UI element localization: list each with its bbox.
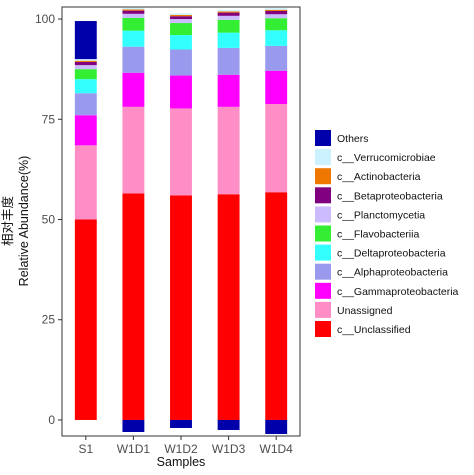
bar-s1-c-gammaproteobacteria [74, 115, 97, 146]
bar-w1d1-c-actinobacteria [122, 9, 145, 11]
legend-key-c-verrucomicrobiae [315, 149, 331, 166]
bar-w1d2-c-alphaproteobacteria [170, 49, 192, 76]
bar-w1d4-c-flavobacteriia [265, 18, 288, 31]
bar-w1d1-c-gammaproteobacteria [122, 72, 145, 107]
bars-layer [74, 7, 288, 434]
bar-w1d4-c-alphaproteobacteria [265, 45, 288, 71]
bar-s1-c-planctomycetia [74, 65, 97, 70]
bar-w1d3-c-unclassified [217, 194, 240, 420]
bar-w1d4-c-unclassified [265, 192, 288, 420]
legend: Others c__Verrucomicrobiae c__Actinobacter… [315, 130, 459, 337]
bar-w1d3-c-betaproteobacteria [217, 12, 240, 16]
bar-w1d4-unassigned [265, 104, 288, 193]
bar-w1d1-unassigned [122, 106, 145, 194]
bar-w1d1-c-planctomycetia [122, 13, 145, 18]
legend-key-c-alphaproteobacteria [315, 263, 331, 280]
bar-s1-c-betaproteobacteria [74, 61, 97, 66]
legend-key-c-actinobacteria [315, 168, 331, 185]
bar-w1d2-c-planctomycetia [170, 19, 192, 24]
bar-s1-c-alphaproteobacteria [74, 93, 97, 116]
bar-w1d1-c-alphaproteobacteria [122, 46, 145, 73]
bar-w1d3-c-alphaproteobacteria [217, 47, 240, 75]
legend-key-unassigned [315, 301, 331, 318]
legend-label-c-gammaproteobacteria: c__Gammaproteobacteria [337, 286, 459, 298]
legend-label-c-planctomycetia: c__Planctomycetia [337, 209, 425, 221]
bar-w1d2-c-gammaproteobacteria [170, 75, 192, 109]
bar-w1d1-c-deltaproteobacteria [122, 30, 145, 47]
y-axis: 0 25 50 75 100 [35, 12, 62, 427]
bar-w1d2-c-actinobacteria [170, 15, 192, 17]
y-tick-label: 100 [35, 12, 55, 26]
bar-w1d3-c-planctomycetia [217, 15, 240, 20]
x-tick-label: W1D1 [117, 442, 151, 456]
bar-w1d3-c-verrucomicrobiae [217, 9, 240, 12]
y-axis-title: Relative Abundance(%) [17, 156, 31, 287]
y-axis-title-chinese: 相对丰度 [0, 196, 15, 247]
bar-w1d4-others [265, 419, 288, 434]
bar-s1-unassigned [74, 145, 97, 220]
bar-w1d2-c-verrucomicrobiae [170, 13, 192, 16]
bar-w1d4-c-planctomycetia [265, 14, 288, 19]
legend-label-unassigned: Unassigned [337, 305, 393, 317]
bar-w1d1-c-unclassified [122, 193, 145, 420]
bar-w1d3-c-deltaproteobacteria [217, 32, 240, 48]
bar-w1d4-c-deltaproteobacteria [265, 30, 288, 46]
legend-key-others [315, 130, 331, 146]
x-tick-label: W1D4 [260, 442, 294, 456]
bar-w1d3-c-flavobacteriia [217, 19, 240, 33]
legend-key-c-planctomycetia [315, 206, 331, 223]
bar-w1d1-c-betaproteobacteria [122, 10, 145, 14]
legend-key-c-gammaproteobacteria [315, 282, 331, 299]
bar-w1d3-others [217, 419, 240, 430]
legend-key-c-deltaproteobacteria [315, 244, 331, 261]
legend-label-c-alphaproteobacteria: c__Alphaproteobacteria [337, 267, 448, 279]
bar-w1d2-c-unclassified [170, 195, 192, 420]
y-tick-label: 75 [42, 112, 56, 126]
x-axis-title: Samples [157, 455, 206, 469]
bar-s1-c-verrucomicrobiae [74, 59, 97, 61]
bar-w1d2-c-flavobacteriia [170, 23, 192, 36]
legend-key-c-betaproteobacteria [315, 187, 331, 204]
bar-w1d1-others [122, 419, 145, 432]
legend-label-c-flavobacteriia: c__Flavobacteriia [337, 229, 419, 241]
bar-s1-c-deltaproteobacteria [74, 79, 97, 94]
bar-s1-c-unclassified [74, 219, 97, 420]
bar-w1d4-c-verrucomicrobiae [265, 8, 288, 10]
bar-w1d3-c-actinobacteria [217, 11, 240, 13]
bar-w1d4-c-gammaproteobacteria [265, 70, 288, 105]
legend-label-c-deltaproteobacteria: c__Deltaproteobacteria [337, 248, 446, 260]
bar-w1d2-c-betaproteobacteria [170, 16, 192, 20]
x-tick-label: W1D2 [164, 442, 198, 456]
bar-s1-c-flavobacteriia [74, 69, 97, 80]
x-tick-label: W1D3 [212, 442, 246, 456]
legend-key-c-flavobacteriia [315, 225, 331, 242]
bar-w1d1-c-flavobacteriia [122, 17, 145, 31]
y-tick-label: 25 [42, 313, 56, 327]
legend-label-c-verrucomicrobiae: c__Verrucomicrobiae [337, 152, 436, 164]
legend-key-c-unclassified [315, 321, 331, 337]
y-tick-label: 0 [48, 413, 55, 427]
y-tick-label: 50 [42, 212, 56, 226]
bar-w1d1-c-verrucomicrobiae [122, 7, 145, 10]
bar-s1-c-actinobacteria [74, 60, 97, 62]
bar-w1d2-unassigned [170, 108, 192, 196]
bar-w1d4-c-betaproteobacteria [265, 11, 288, 15]
bar-w1d2-c-deltaproteobacteria [170, 35, 192, 50]
legend-label-others: Others [337, 133, 369, 145]
bar-w1d3-unassigned [217, 106, 240, 195]
bar-w1d4-c-actinobacteria [265, 9, 288, 12]
bar-s1-others [74, 21, 97, 60]
legend-label-c-unclassified: c__Unclassified [337, 324, 411, 336]
x-axis: S1 W1D1 W1D2 W1D3 W1D4 [78, 436, 293, 456]
bar-w1d2-others [170, 419, 192, 428]
bar-w1d3-c-gammaproteobacteria [217, 74, 240, 107]
legend-label-c-betaproteobacteria: c__Betaproteobacteria [337, 190, 443, 202]
x-tick-label: S1 [78, 442, 93, 456]
legend-label-c-actinobacteria: c__Actinobacteria [337, 171, 421, 183]
